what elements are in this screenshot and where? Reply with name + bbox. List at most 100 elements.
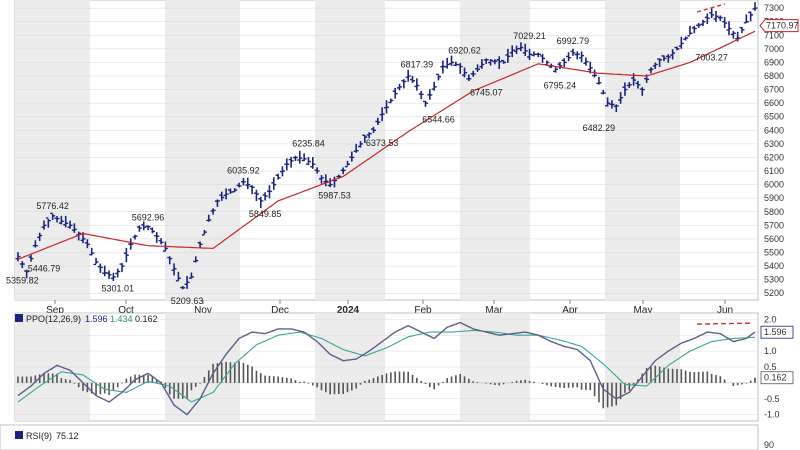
histogram-bar xyxy=(550,382,553,387)
price-bar xyxy=(305,156,311,165)
price-bar xyxy=(63,215,69,228)
moving-average-line xyxy=(17,30,756,260)
month-axis: Sep Oct Nov Dec 2024 Feb Mar Apr May Jun xyxy=(46,300,733,316)
histogram-bar xyxy=(524,379,527,383)
signal-value: 1.434 xyxy=(110,314,133,324)
price-bar xyxy=(583,57,589,66)
price-bar xyxy=(475,64,481,72)
histogram-bar xyxy=(99,382,102,395)
price-bar xyxy=(466,74,472,82)
price-bar xyxy=(193,256,199,263)
histogram-bar xyxy=(697,371,700,383)
histogram-bar xyxy=(424,382,427,385)
price-bar xyxy=(423,100,429,107)
histogram-bar xyxy=(394,371,396,383)
histogram-bar xyxy=(446,378,448,383)
histogram-bar xyxy=(56,373,58,383)
price-bar xyxy=(752,2,758,11)
month-label: Sep xyxy=(46,305,64,316)
histogram-bar xyxy=(710,373,713,383)
histogram-bar xyxy=(116,382,119,388)
rsi-tick: 90 xyxy=(764,440,774,450)
histogram-bar xyxy=(580,382,583,390)
price-bar xyxy=(410,75,416,83)
price-bar xyxy=(401,79,407,89)
ppo-line xyxy=(17,321,756,416)
histogram-bar xyxy=(385,373,388,383)
price-annotation: 6544.66 xyxy=(422,115,455,125)
histogram-bar xyxy=(268,375,271,383)
price-bar xyxy=(41,220,47,230)
histogram-bar xyxy=(333,382,336,395)
ppo-lines xyxy=(17,321,756,416)
price-bar xyxy=(180,285,186,290)
price-bar xyxy=(722,17,728,28)
price-bar xyxy=(370,126,376,134)
month-band xyxy=(605,0,680,300)
histogram-bar xyxy=(684,370,687,383)
histogram-bar xyxy=(498,382,501,386)
price-bar xyxy=(501,59,507,64)
histogram-bar xyxy=(654,365,657,383)
price-bar xyxy=(279,166,285,177)
price-bar xyxy=(427,89,433,100)
histogram-bar xyxy=(559,382,561,388)
price-tick: 5300 xyxy=(764,275,784,285)
histogram-bar xyxy=(585,382,587,390)
month-band xyxy=(315,0,385,300)
rsi-legend-swatch xyxy=(15,431,23,439)
price-bar xyxy=(158,238,164,245)
price-bar xyxy=(344,160,350,168)
histogram-bar xyxy=(272,376,275,383)
histogram-bar xyxy=(749,380,752,383)
histogram-bar xyxy=(741,382,743,385)
rsi-frame xyxy=(0,424,759,450)
price-bar xyxy=(84,239,90,249)
histogram-bar xyxy=(663,367,665,383)
histogram-bar xyxy=(572,382,574,388)
price-bar xyxy=(635,80,641,89)
price-tick: 5600 xyxy=(764,234,784,244)
price-bar xyxy=(535,52,541,58)
price-bar xyxy=(232,188,238,193)
price-bar xyxy=(492,59,498,65)
ppo-grid xyxy=(14,312,759,422)
price-bar xyxy=(397,83,403,91)
grid-lines xyxy=(15,7,758,294)
month-label: Oct xyxy=(118,305,134,316)
price-annotation: 6482.29 xyxy=(583,123,616,133)
price-bar xyxy=(58,215,64,225)
price-tick: 6400 xyxy=(764,125,784,135)
price-bar xyxy=(579,51,585,63)
price-bar xyxy=(431,81,437,91)
price-bar xyxy=(678,36,684,49)
price-bar xyxy=(613,104,619,113)
histogram-bar xyxy=(736,382,739,386)
price-bar xyxy=(284,158,290,171)
histogram-bar xyxy=(60,378,63,383)
price-bar xyxy=(696,23,702,29)
price-bar xyxy=(553,67,559,73)
price-bar xyxy=(652,62,658,70)
price-bar xyxy=(366,132,372,139)
histogram-bar xyxy=(745,382,748,384)
price-bar xyxy=(353,143,359,153)
price-bar xyxy=(37,232,43,241)
price-bar xyxy=(154,232,160,243)
histogram-bar xyxy=(732,382,735,387)
hist-value-tag-label: 0.162 xyxy=(764,373,787,383)
histogram-bar xyxy=(437,382,440,386)
price-bar xyxy=(245,177,251,190)
price-bar xyxy=(700,19,706,27)
histogram-bar xyxy=(420,380,422,383)
price-bar xyxy=(249,185,255,195)
price-bar xyxy=(115,268,121,278)
histogram-bar xyxy=(238,361,240,383)
histogram-value: 0.162 xyxy=(135,314,158,324)
histogram-bar xyxy=(95,382,97,395)
price-bar xyxy=(691,25,697,34)
histogram-bar xyxy=(702,371,704,383)
price-bar xyxy=(609,100,615,109)
price-bar xyxy=(570,48,576,56)
